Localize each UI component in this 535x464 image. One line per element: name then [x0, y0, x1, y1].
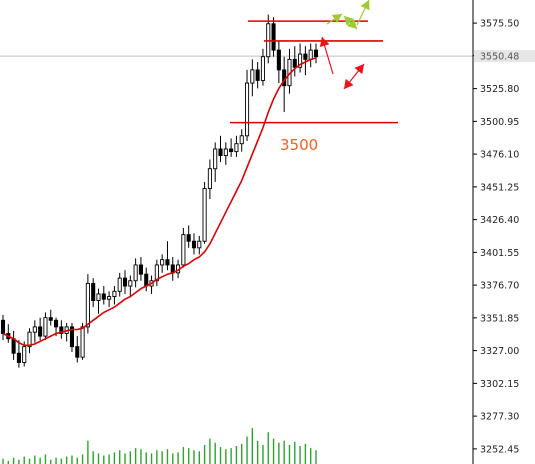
candle-body: [186, 234, 191, 242]
candle-body: [27, 331, 32, 348]
candle-body: [54, 319, 59, 328]
arrow-head: [347, 19, 357, 29]
candle-body: [22, 346, 27, 363]
candle-body: [239, 135, 244, 145]
tick-label: 3376.70: [480, 281, 519, 292]
candle-body: [101, 293, 106, 300]
candle-body: [107, 296, 112, 300]
candle-body: [276, 49, 281, 71]
tick-label: 3500.95: [480, 117, 519, 128]
candle-body: [191, 240, 197, 249]
candle-body: [250, 69, 255, 84]
candle-body: [234, 143, 239, 153]
candle-body: [138, 264, 143, 275]
candle-body: [260, 56, 265, 81]
tick-label: 3327.00: [480, 346, 519, 357]
moving-average-line: [2, 57, 317, 347]
candle-body: [223, 148, 228, 157]
candle-body: [271, 23, 276, 51]
candle-body: [197, 240, 202, 249]
candle-body: [11, 338, 16, 354]
candle-body: [308, 49, 313, 60]
candle-body: [165, 259, 170, 266]
candle-body: [133, 264, 138, 282]
tick-label: 3476.10: [480, 150, 519, 161]
candle-body: [202, 188, 207, 242]
arrow-head: [344, 16, 354, 26]
candle-body: [117, 277, 122, 292]
candle-body: [213, 148, 218, 170]
candle-body: [48, 317, 53, 321]
price-tag-text: 3550.48: [480, 52, 519, 63]
candle-body: [144, 273, 149, 287]
candle-body: [80, 326, 85, 358]
arrow-head: [360, 0, 370, 11]
tick-label: 3426.40: [480, 215, 519, 226]
candle-body: [128, 280, 133, 287]
candle-body: [298, 53, 303, 68]
arrow-objects[interactable]: [319, 0, 370, 90]
candle-body: [160, 259, 165, 266]
moving-average: [2, 57, 317, 347]
tick-label: 3302.15: [480, 379, 519, 390]
candle-body: [303, 53, 308, 60]
candle-body: [85, 282, 90, 328]
candle-body: [218, 148, 223, 157]
tick-label: 3525.80: [480, 84, 519, 95]
candle-body: [43, 317, 48, 337]
candle-body: [96, 293, 101, 301]
tick-label: 3351.85: [480, 313, 519, 324]
candle-body: [32, 326, 37, 333]
candle-body: [244, 82, 250, 137]
candle-body: [75, 346, 80, 358]
candle-body: [122, 277, 128, 287]
current-price-tag: 3550.48: [474, 50, 535, 63]
candle-body: [229, 148, 234, 153]
tick-label: 3451.25: [480, 182, 519, 193]
candle-body: [69, 326, 75, 348]
annotation-label[interactable]: 3500: [280, 136, 318, 154]
candle-body: [181, 234, 186, 266]
price-axis[interactable]: 3575.503550.803525.803500.953476.103451.…: [472, 0, 535, 464]
tick-label: 3252.45: [480, 444, 519, 455]
candle-body: [91, 282, 96, 301]
price-tag-bg: [474, 50, 535, 63]
tick-label: 3277.30: [480, 412, 519, 423]
volume-bars: [2, 428, 317, 464]
arrow-head: [354, 64, 364, 75]
candle-body: [59, 326, 64, 334]
tick-label: 3575.50: [480, 19, 519, 30]
candle-body: [16, 352, 21, 363]
arrow-head: [331, 14, 342, 24]
candle-body: [154, 264, 159, 282]
candle-body: [38, 326, 43, 337]
arrow-head: [319, 37, 330, 48]
candle-body: [313, 49, 319, 58]
candles: [0, 14, 319, 368]
arrow-head: [344, 78, 354, 89]
candle-body: [292, 58, 297, 68]
candle-body: [255, 69, 260, 81]
candle-body: [207, 168, 212, 189]
candle-body: [0, 319, 6, 334]
candle-body: [112, 290, 117, 298]
tick-label: 3401.55: [480, 248, 519, 259]
